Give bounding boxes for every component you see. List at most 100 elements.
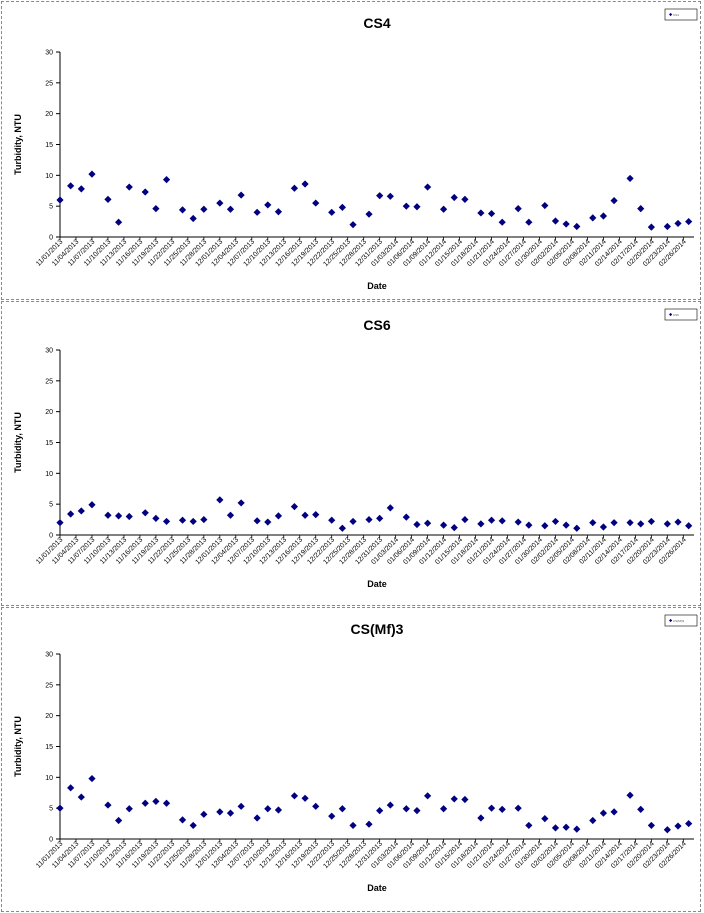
data-point-cs4 [663, 222, 671, 231]
legend: CS6 [664, 308, 698, 321]
chart-title: CS4 [363, 15, 390, 31]
data-point-cs4 [162, 176, 171, 184]
data-point-cs-mf-3 [663, 826, 671, 834]
data-point-cs-mf-3 [413, 807, 421, 815]
legend-box [664, 308, 698, 321]
data-point-cs4 [349, 221, 357, 229]
data-point-cs-mf-3 [328, 812, 336, 820]
data-point-cs-mf-3 [525, 821, 533, 830]
data-point-cs-mf-3 [674, 822, 682, 830]
data-point-cs6 [152, 514, 160, 522]
legend-label: CS6 [673, 313, 679, 317]
data-point-cs-mf-3 [685, 819, 693, 828]
data-point-cs6 [178, 516, 187, 524]
legend: CS(Mf)3 [664, 614, 698, 627]
data-point-cs6 [637, 520, 645, 528]
data-point-cs-mf-3 [301, 794, 309, 802]
data-point-cs6 [562, 521, 570, 529]
data-point-cs-mf-3 [551, 824, 560, 832]
x-axis-label: Date [367, 579, 387, 589]
data-point-cs-mf-3 [67, 784, 75, 792]
data-point-cs4 [626, 174, 634, 183]
legend-marker [669, 312, 673, 317]
data-point-cs4 [290, 184, 299, 192]
legend-box [664, 614, 698, 627]
data-point-cs4 [674, 219, 682, 228]
data-point-cs6 [290, 503, 299, 511]
data-point-cs-mf-3 [498, 805, 506, 813]
data-point-cs6 [141, 509, 149, 517]
data-point-cs4 [312, 199, 320, 207]
data-point-cs-mf-3 [450, 795, 458, 803]
data-point-cs4 [450, 193, 458, 202]
data-point-cs4 [125, 183, 133, 191]
legend-label: CS4 [673, 13, 679, 17]
data-point-cs-mf-3 [626, 791, 634, 799]
data-point-cs6 [487, 516, 496, 524]
data-point-cs-mf-3 [56, 804, 64, 812]
y-tick-label: 5 [49, 806, 53, 813]
data-point-cs-mf-3 [376, 807, 384, 815]
data-point-cs4 [685, 217, 693, 226]
chart-svg-csmf3: CS(Mf)3CS(Mf)305101520253011/01/201311/0… [13, 614, 698, 893]
data-point-cs4 [200, 205, 208, 213]
data-point-cs4 [301, 180, 309, 188]
y-tick-label: 25 [45, 378, 53, 385]
data-point-cs4 [589, 214, 597, 222]
y-tick-label: 15 [45, 744, 53, 751]
data-point-cs4 [610, 197, 618, 205]
data-point-cs4 [498, 218, 506, 226]
data-point-cs6 [450, 524, 458, 532]
data-point-cs-mf-3 [152, 797, 160, 805]
data-point-cs6 [200, 515, 208, 524]
data-point-cs-mf-3 [178, 816, 187, 824]
data-point-cs-mf-3 [104, 801, 112, 809]
data-point-cs-mf-3 [439, 805, 448, 813]
data-point-cs-mf-3 [477, 814, 485, 822]
data-point-cs-mf-3 [487, 804, 496, 812]
x-axis-label: Date [367, 281, 387, 291]
data-point-cs4 [461, 195, 469, 203]
data-point-cs4 [264, 201, 272, 209]
data-point-cs-mf-3 [264, 805, 272, 813]
legend-box [664, 8, 698, 21]
data-point-cs6 [328, 516, 336, 524]
chart-panel-csmf3: CS(Mf)3 CS(Mf)3 0 5 10 15 20 25 30 11/01/2013 11/0… [1, 607, 701, 912]
data-point-cs4 [599, 212, 608, 220]
data-point-cs4 [477, 209, 485, 217]
data-point-cs6 [274, 512, 283, 520]
data-point-cs-mf-3 [637, 805, 645, 813]
data-point-cs4 [514, 205, 522, 213]
legend-marker [669, 12, 673, 17]
data-point-cs4 [551, 217, 560, 225]
data-point-cs6 [551, 517, 560, 526]
data-point-cs4 [237, 191, 245, 199]
data-point-cs4 [274, 208, 283, 216]
data-point-cs4 [487, 209, 496, 218]
data-point-cs6 [237, 499, 245, 507]
data-point-cs4 [402, 202, 410, 210]
data-point-cs-mf-3 [402, 805, 410, 813]
y-axis-label: Turbidity, NTU [13, 412, 23, 473]
data-point-cs6 [514, 518, 522, 526]
data-point-cs6 [376, 514, 384, 522]
x-axis-label: Date [367, 883, 387, 893]
y-tick-label: 15 [45, 440, 53, 447]
data-point-cs4 [56, 196, 64, 204]
data-point-cs6 [674, 518, 682, 526]
data-point-cs6 [413, 520, 421, 529]
data-point-cs-mf-3 [338, 805, 346, 813]
data-point-cs4 [541, 201, 549, 210]
data-point-cs-mf-3 [589, 816, 597, 825]
data-point-cs6 [67, 510, 75, 518]
data-point-cs6 [461, 515, 469, 524]
data-point-cs-mf-3 [541, 815, 549, 823]
data-point-cs4 [67, 182, 75, 190]
data-point-cs-mf-3 [237, 802, 245, 810]
data-point-cs6 [226, 511, 235, 519]
data-point-cs6 [610, 519, 618, 527]
data-point-cs4 [365, 210, 373, 218]
data-point-cs-mf-3 [365, 820, 373, 828]
data-point-cs-mf-3 [461, 795, 469, 804]
